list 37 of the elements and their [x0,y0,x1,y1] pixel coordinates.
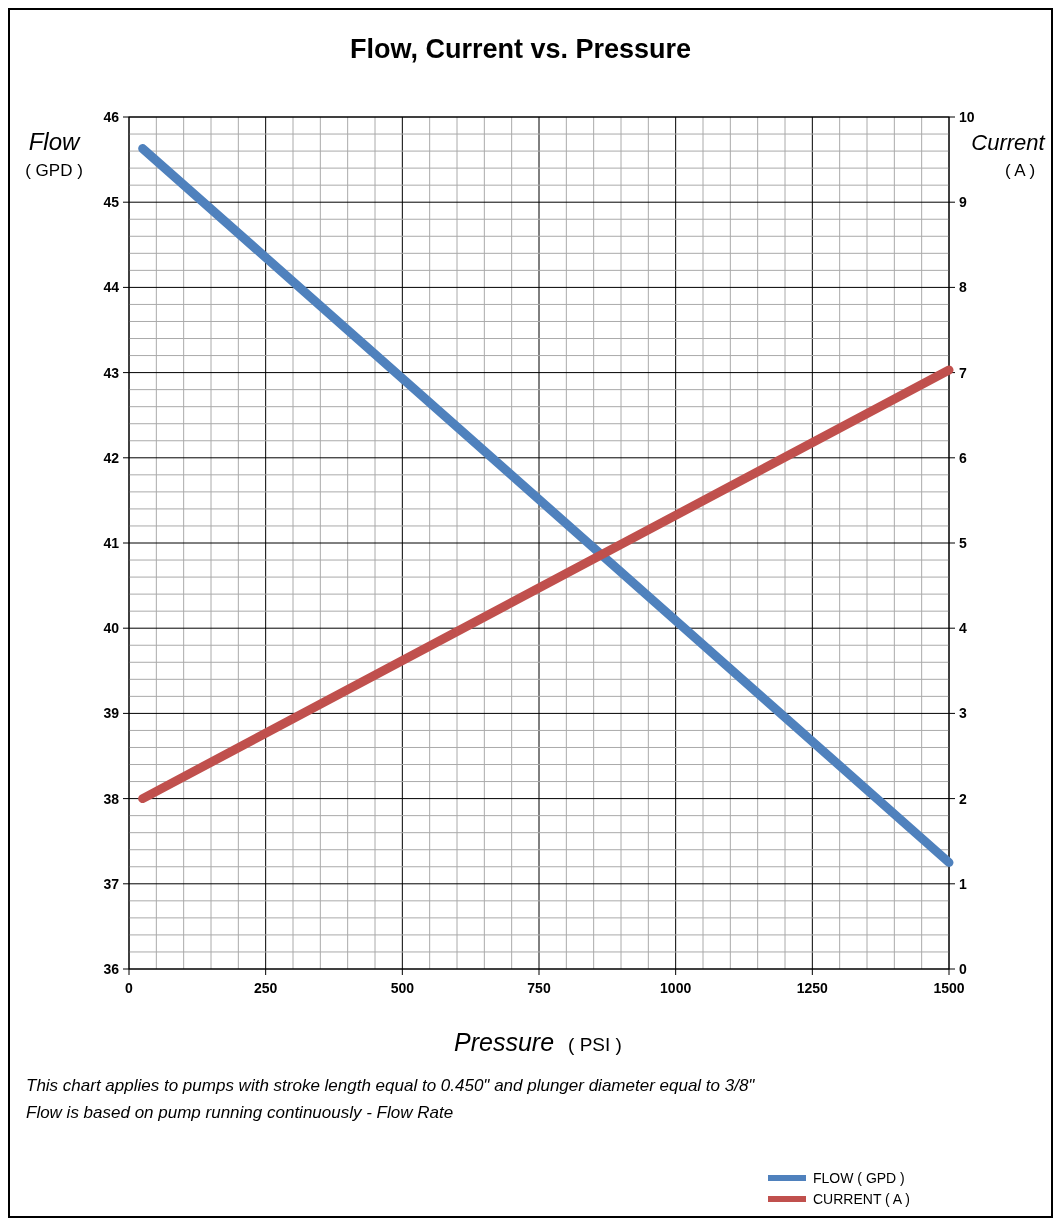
legend-label: FLOW ( GPD ) [813,1170,905,1186]
y2-tick-label: 5 [959,535,967,551]
y-tick-label: 37 [103,875,120,892]
y2-tick-label: 6 [959,449,967,466]
y-tick-label: 42 [103,449,120,466]
y2-tick-label: 3 [959,705,967,722]
y2-tick-label: 1 [959,875,967,892]
x-tick-label: 1000 [660,980,692,996]
y2-axis-title: Current ( A ) [971,130,1046,180]
y2-tick-label: 2 [959,790,967,807]
y-tick-label: 38 [103,790,120,807]
y-tick-label: 43 [103,364,120,381]
y2-tick-label: 0 [959,961,967,977]
chart-title: Flow, Current vs. Pressure [349,34,692,64]
text: Flow is based on pump running continuously - Flow Rate [26,1103,454,1122]
y-tick-label: 39 [103,705,120,722]
x-tick-label: 0 [125,980,134,996]
legend-label: CURRENT ( A ) [813,1191,910,1207]
y-tick-label: 36 [103,961,120,977]
y-tick-label: 40 [103,620,120,637]
y2-tick-label: 4 [959,620,967,637]
y2-tick-label: 10 [959,109,975,125]
y2-tick-label: 8 [959,279,967,296]
x-axis-title: Pressure ( PSI ) [454,1028,622,1056]
y-tick-label: 41 [103,535,120,551]
y2-tick-label: 9 [959,194,967,211]
text: This chart applies to pumps with stroke length equal to 0.450" and plunger diameter equal to 3/8" [26,1076,756,1095]
y-axis-title: Flow ( GPD ) [25,128,83,180]
x-tick-label: 250 [253,980,278,996]
y-tick-label: 46 [103,109,120,125]
y-tick-label: 44 [103,279,120,296]
y2-tick-label: 7 [959,364,967,381]
x-tick-label: 1250 [796,980,829,996]
x-tick-label: 750 [527,980,551,996]
y-tick-label: 45 [103,194,120,211]
x-tick-label: 1500 [933,980,965,996]
x-tick-label: 500 [390,980,415,996]
